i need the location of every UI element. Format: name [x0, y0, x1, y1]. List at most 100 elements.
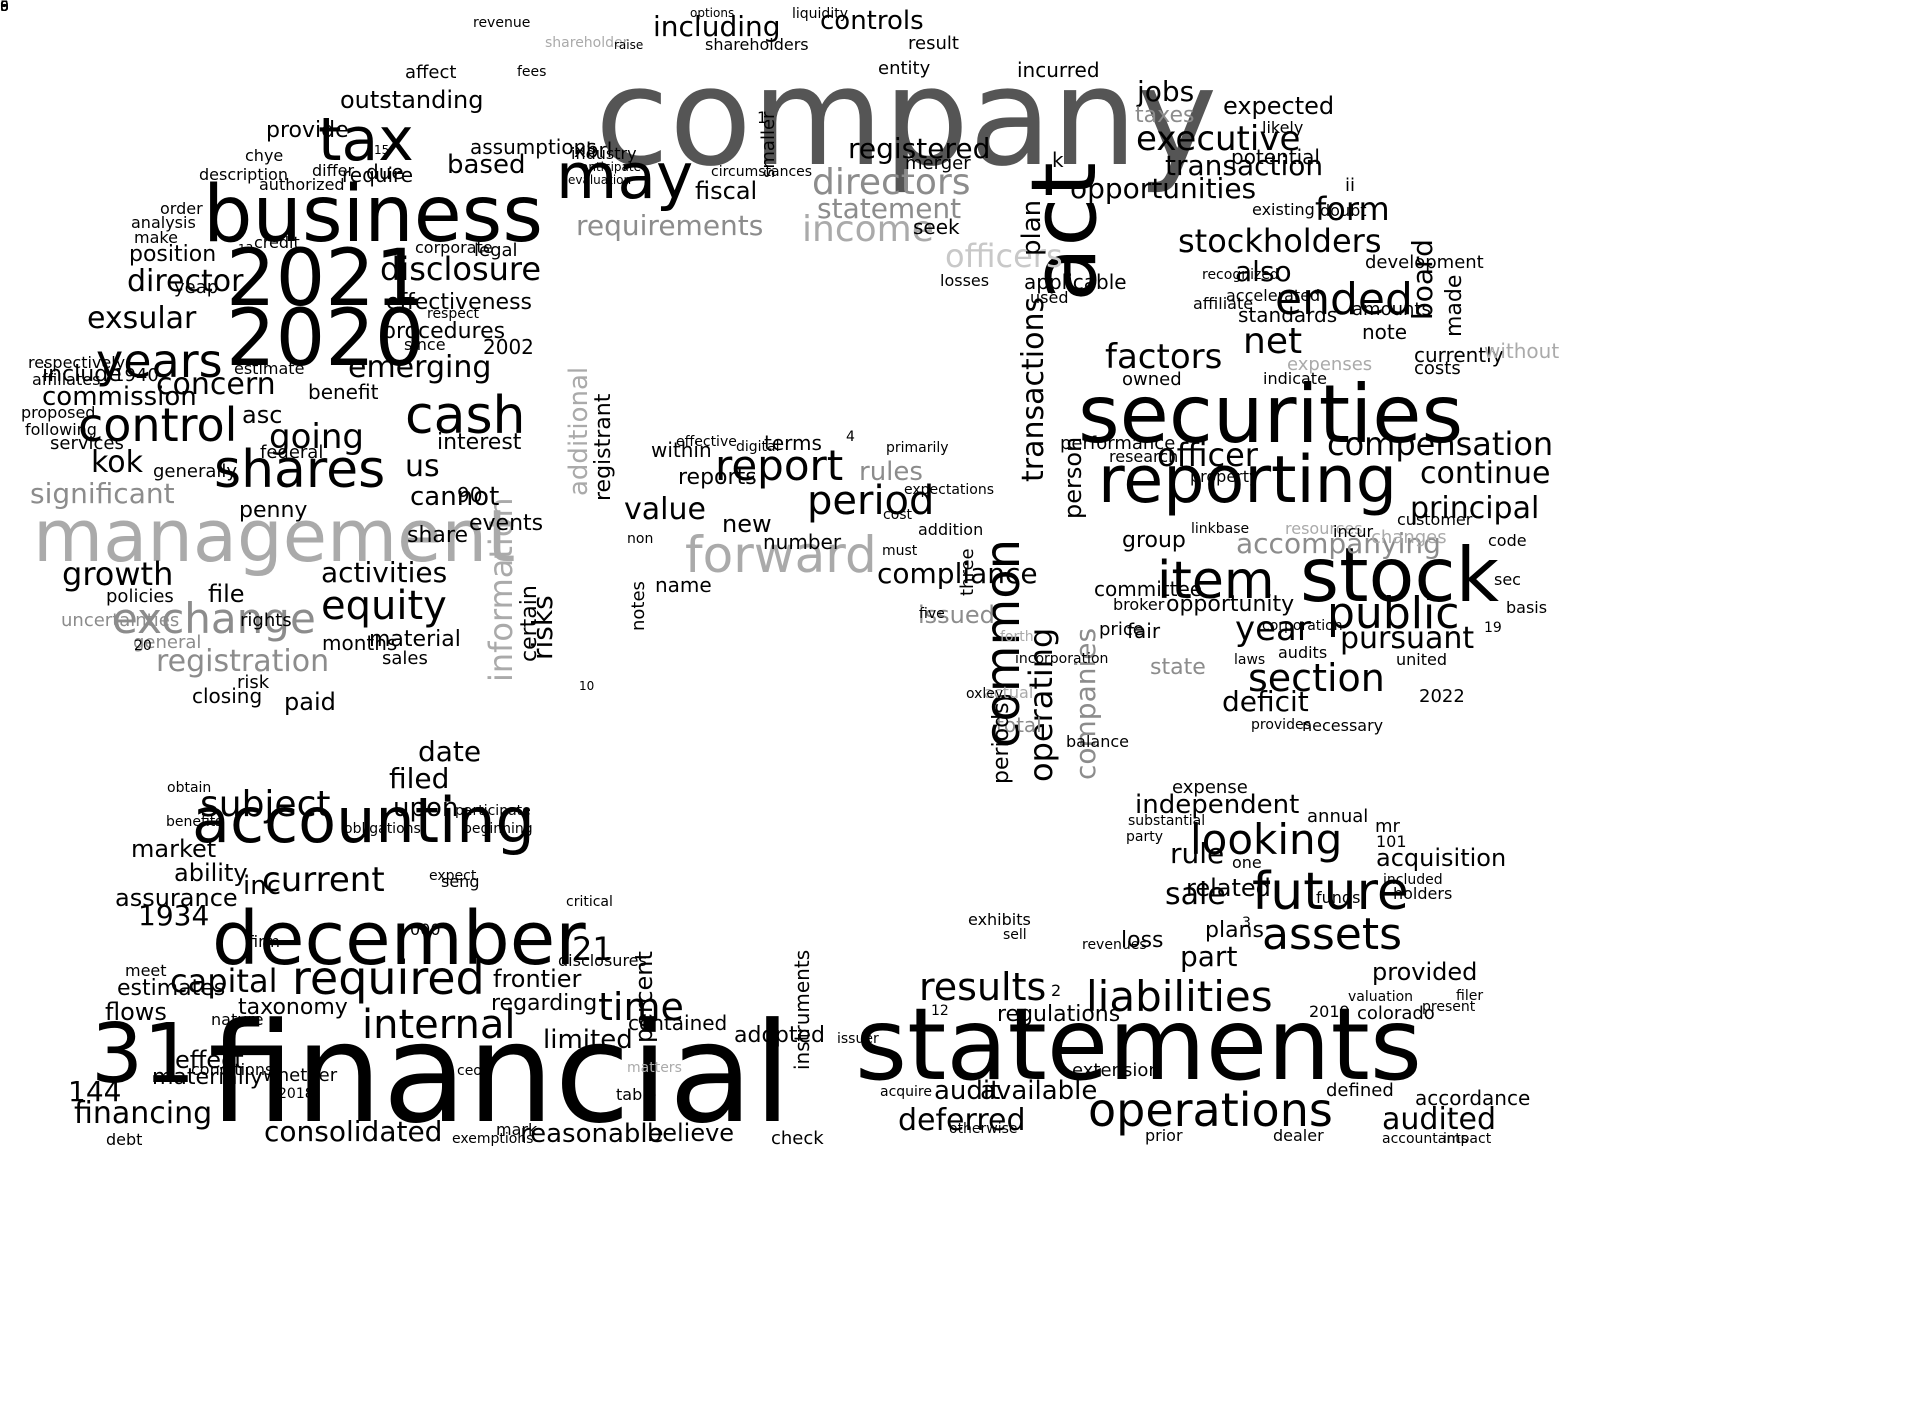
cloud-word: price — [1099, 619, 1144, 640]
cloud-word: matters — [627, 1060, 682, 1076]
cloud-word: effective — [676, 434, 737, 450]
cloud-word: statement — [817, 192, 962, 225]
cloud-word: filer — [1456, 988, 1484, 1004]
cloud-word: liquidity — [792, 6, 848, 22]
cloud-word: provides — [1251, 717, 1311, 733]
cloud-word: plans — [1205, 918, 1264, 943]
cloud-word: 20 — [134, 638, 152, 654]
cloud-word: subject — [200, 784, 331, 825]
cloud-word: committee — [1094, 577, 1203, 601]
cloud-word: paid — [284, 688, 336, 716]
cloud-word: effect — [175, 1046, 244, 1074]
cloud-word: flows — [105, 998, 167, 1026]
cloud-word: results — [919, 965, 1047, 1009]
cloud-word: time — [598, 985, 684, 1029]
cloud-word: shares — [214, 440, 386, 500]
cloud-word: generally — [153, 461, 238, 482]
cloud-word: directors — [812, 162, 971, 203]
cloud-word: regarding — [491, 991, 598, 1016]
cloud-word: materially — [152, 1065, 263, 1090]
cloud-word: instruments — [790, 949, 814, 1070]
cloud-word: report — [715, 441, 844, 490]
cloud-word: rules — [859, 457, 923, 487]
cloud-word: substantial — [1128, 813, 1206, 829]
cloud-word: description — [199, 165, 288, 184]
cloud-word: result — [908, 33, 959, 54]
cloud-word: including — [653, 10, 781, 43]
cloud-word: compliance — [877, 557, 1038, 590]
cloud-word: annual — [1307, 806, 1369, 827]
cloud-word: forward — [685, 526, 877, 584]
cloud-word: cash — [405, 386, 526, 446]
cloud-word: analysis — [131, 213, 196, 232]
cloud-word: share — [407, 523, 468, 548]
cloud-word: forth — [1000, 629, 1034, 645]
cloud-word: registered — [848, 132, 991, 165]
cloud-word: primarily — [886, 440, 949, 456]
cloud-word: assurance — [115, 884, 238, 912]
cloud-word: services — [50, 433, 124, 454]
cloud-word: 2019 — [1309, 1002, 1350, 1021]
cloud-word: executive — [1136, 119, 1301, 159]
cloud-word: digital — [736, 439, 780, 455]
cloud-word: registrant — [591, 393, 616, 501]
cloud-word: exchange — [112, 594, 316, 643]
cloud-word: audited — [1382, 1102, 1497, 1137]
cloud-word: affiliate — [1193, 294, 1254, 313]
cloud-word: 19 — [1484, 620, 1502, 636]
cloud-word: concern — [156, 367, 276, 402]
cloud-word: date — [418, 735, 482, 768]
cloud-word: corporate — [415, 238, 493, 257]
cloud-word: current — [262, 860, 385, 900]
cloud-word: broker — [1113, 595, 1165, 614]
cloud-word: us — [405, 449, 440, 484]
cloud-word: following — [25, 420, 97, 439]
cloud-word: evaluation — [568, 173, 632, 187]
cloud-word: applicable — [1024, 270, 1127, 294]
cloud-word: reasonable — [520, 1119, 664, 1149]
cloud-word: stockholders — [1178, 222, 1382, 260]
cloud-word: rights — [240, 610, 292, 631]
cloud-word: accountants — [1382, 1131, 1469, 1147]
cloud-word: respect — [427, 306, 480, 322]
cloud-word: 2022 — [1419, 686, 1465, 707]
cloud-word: ended — [1275, 274, 1413, 325]
cloud-word: industry — [571, 144, 637, 163]
cloud-word: events — [469, 511, 544, 536]
cloud-word: growth — [62, 555, 174, 593]
cloud-word: code — [1488, 531, 1527, 550]
cloud-word: issuer — [837, 1031, 879, 1047]
cloud-word: doubt — [1320, 201, 1367, 220]
cloud-word: registration — [156, 644, 330, 679]
cloud-word: federal — [260, 442, 324, 463]
cloud-word: obtain — [167, 780, 212, 796]
cloud-word: 10 — [579, 679, 595, 693]
cloud-word: december — [212, 896, 586, 982]
cloud-word: cost — [883, 507, 913, 523]
cloud-word: merger — [905, 153, 971, 174]
cloud-word: compensation — [1327, 425, 1554, 463]
cloud-word: available — [980, 1076, 1098, 1106]
cloud-word: 2002 — [483, 335, 534, 359]
cloud-word: balance — [1066, 732, 1129, 751]
cloud-word: 6 — [0, 0, 9, 15]
cloud-word: shareholder — [545, 35, 629, 51]
cloud-word: currently — [1414, 343, 1504, 367]
cloud-word: consolidated — [264, 1115, 443, 1148]
cloud-word: opportunity — [1166, 592, 1295, 617]
cloud-word: reports — [678, 465, 757, 490]
cloud-word: transactions — [1016, 296, 1051, 482]
cloud-word: party — [1126, 829, 1163, 845]
cloud-word: controls — [820, 6, 924, 36]
cloud-word: expected — [1223, 92, 1335, 120]
cloud-word: proposed — [21, 403, 96, 422]
cloud-word: three — [957, 548, 978, 596]
cloud-word: 1934 — [138, 899, 210, 932]
cloud-word: stock — [1300, 531, 1500, 619]
cloud-word: opportunities — [1070, 172, 1257, 205]
cloud-word: meet — [125, 961, 167, 980]
cloud-word: number — [763, 530, 842, 554]
cloud-word: anticipate — [581, 160, 641, 174]
cloud-word: operations — [1088, 1083, 1333, 1137]
cloud-word: adopted — [734, 1023, 825, 1048]
